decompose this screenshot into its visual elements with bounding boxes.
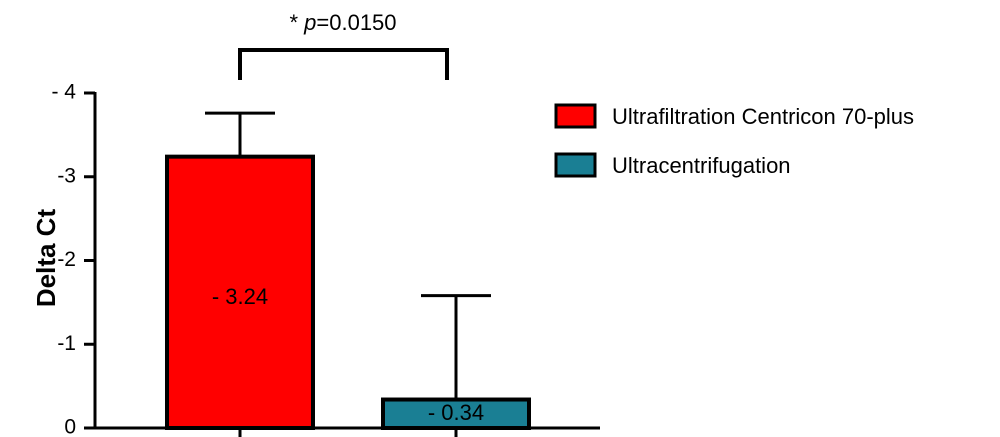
data-label-0: - 3.24	[212, 284, 268, 309]
y-tick-label: - 4	[51, 81, 76, 104]
significance-bracket	[238, 48, 449, 80]
y-axis-ticks: 0 -1 -2 -3 - 4	[51, 81, 95, 437]
data-label-1: - 0.34	[428, 400, 484, 425]
x-axis-ticks	[238, 428, 458, 437]
p-symbol: p	[303, 10, 316, 35]
y-tick-label: -1	[57, 332, 76, 355]
legend-label-ultrafiltration: Ultrafiltration Centricon 70-plus	[612, 104, 914, 129]
data-labels-group: - 3.24 - 0.34	[212, 284, 484, 425]
legend: Ultrafiltration Centricon 70-plus Ultrac…	[554, 103, 914, 178]
error-bars-group	[205, 111, 491, 400]
y-tick-label: -3	[57, 164, 76, 187]
legend-label-ultracentrifugation: Ultracentrifugation	[612, 153, 791, 178]
legend-swatch-ultracentrifugation	[554, 152, 597, 178]
y-axis-label: Delta Ct	[31, 209, 61, 308]
y-tick-label: -2	[57, 248, 76, 271]
y-tick-label: 0	[64, 416, 76, 437]
significance-label: * p=0.0150	[289, 10, 396, 35]
legend-swatch-ultrafiltration	[554, 103, 597, 129]
